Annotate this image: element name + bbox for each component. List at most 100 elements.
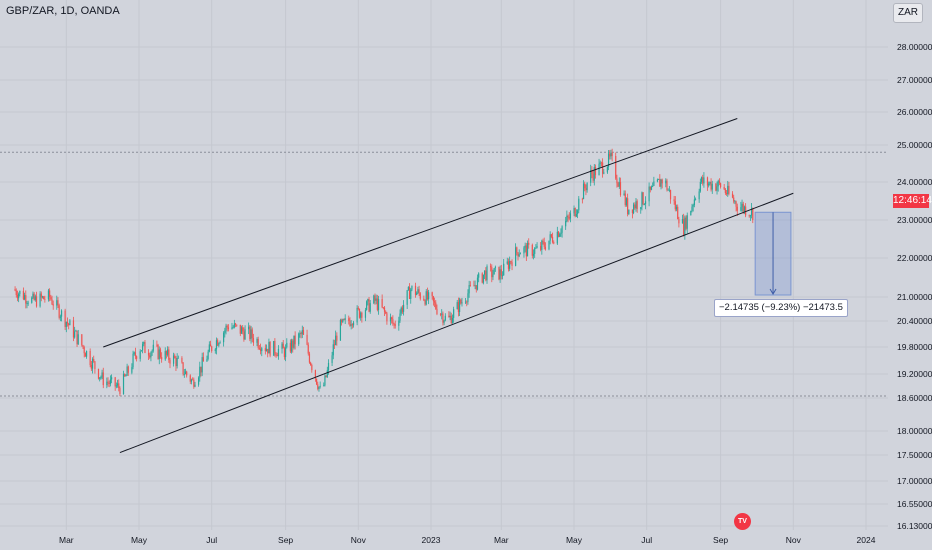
candle-body bbox=[709, 181, 711, 184]
candle-body bbox=[708, 183, 710, 186]
candle-body bbox=[183, 374, 185, 375]
candle-body bbox=[292, 340, 294, 348]
candle-body bbox=[259, 348, 262, 352]
candle-body bbox=[223, 332, 225, 343]
candle-body bbox=[224, 330, 226, 333]
candle-body bbox=[692, 205, 694, 207]
candle-body bbox=[656, 179, 659, 182]
candle-body bbox=[35, 296, 38, 307]
candle-body bbox=[376, 298, 378, 310]
candle-body bbox=[658, 179, 660, 180]
candle-body bbox=[251, 329, 253, 339]
candle-body bbox=[167, 349, 169, 355]
candle-body bbox=[534, 248, 536, 254]
candle-body bbox=[273, 341, 275, 356]
candle-body bbox=[26, 303, 28, 304]
candle-body bbox=[574, 208, 576, 217]
candle-body bbox=[207, 351, 209, 359]
candle-body bbox=[399, 313, 401, 321]
candle-body bbox=[443, 320, 445, 323]
candle-body bbox=[585, 188, 587, 191]
candle-body bbox=[667, 189, 669, 191]
candle-body bbox=[314, 370, 316, 379]
candle-body bbox=[77, 334, 79, 345]
candle-body bbox=[382, 307, 384, 309]
candle-body bbox=[50, 297, 52, 300]
candle-body bbox=[609, 153, 611, 157]
candle-body bbox=[736, 206, 738, 211]
candle-body bbox=[147, 352, 150, 356]
candle-body bbox=[202, 357, 204, 362]
candle-body bbox=[569, 213, 572, 219]
candle-body bbox=[674, 201, 676, 210]
candle-body bbox=[600, 162, 603, 164]
candle-body bbox=[24, 295, 26, 300]
candle-body bbox=[206, 358, 208, 362]
candle-body bbox=[623, 193, 625, 196]
candle-body bbox=[300, 333, 302, 335]
candle-body bbox=[375, 298, 377, 301]
candle-body bbox=[743, 206, 746, 212]
candle-body bbox=[482, 274, 485, 283]
candle-body bbox=[350, 324, 352, 326]
candle-body bbox=[60, 310, 63, 317]
candle-body bbox=[492, 274, 494, 278]
candle-body bbox=[159, 349, 162, 358]
candle-body bbox=[243, 331, 245, 340]
candle-body bbox=[677, 206, 679, 220]
candle-body bbox=[367, 299, 369, 302]
candle-body bbox=[158, 349, 160, 360]
candle-body bbox=[285, 347, 287, 358]
candle-body bbox=[598, 163, 600, 176]
candle-body bbox=[450, 315, 452, 324]
candle-body bbox=[258, 347, 260, 349]
candle-body bbox=[32, 293, 34, 298]
candle-body bbox=[633, 204, 635, 214]
candle-body bbox=[536, 246, 538, 248]
candle-body bbox=[124, 374, 126, 377]
candle-body bbox=[576, 210, 579, 215]
candle-body bbox=[89, 350, 91, 366]
candle-body bbox=[491, 267, 493, 278]
candle-body bbox=[417, 289, 419, 293]
candle-body bbox=[464, 301, 467, 303]
candle-body bbox=[731, 193, 734, 198]
y-tick-label: 16.13000 bbox=[897, 521, 932, 531]
candle-body bbox=[119, 388, 121, 395]
candle-body bbox=[402, 304, 405, 312]
tradingview-logo-icon[interactable]: TV bbox=[734, 513, 751, 530]
candle-body bbox=[515, 247, 517, 266]
currency-button[interactable]: ZAR bbox=[893, 3, 923, 23]
candle-body bbox=[407, 287, 409, 291]
candle-body bbox=[134, 352, 137, 357]
candle-body bbox=[182, 362, 184, 375]
candle-body bbox=[532, 253, 535, 256]
candle-body bbox=[549, 234, 551, 241]
candle-body bbox=[575, 214, 577, 217]
candle-body bbox=[289, 342, 291, 352]
candle-body bbox=[175, 358, 177, 367]
x-tick-label: 2024 bbox=[857, 535, 876, 545]
x-tick-label: Mar bbox=[494, 535, 509, 545]
candle-body bbox=[543, 241, 545, 247]
candle-body bbox=[326, 370, 328, 378]
candle-body bbox=[493, 268, 495, 275]
candle-body bbox=[500, 269, 502, 276]
y-tick-label: 18.00000 bbox=[897, 426, 932, 436]
candle-body bbox=[648, 186, 650, 202]
candle-body bbox=[282, 343, 284, 349]
candle-body bbox=[749, 215, 751, 217]
candle-body bbox=[22, 290, 25, 300]
candle-body bbox=[673, 199, 675, 202]
candle-body bbox=[149, 355, 151, 358]
candle-body bbox=[474, 285, 476, 286]
candle-body bbox=[619, 182, 622, 196]
candle-body bbox=[566, 215, 568, 221]
candle-body bbox=[686, 215, 688, 229]
candle-body bbox=[499, 269, 501, 280]
candle-body bbox=[634, 204, 636, 209]
candle-body bbox=[498, 266, 500, 280]
candle-body bbox=[556, 231, 558, 244]
candle-body bbox=[91, 359, 94, 369]
